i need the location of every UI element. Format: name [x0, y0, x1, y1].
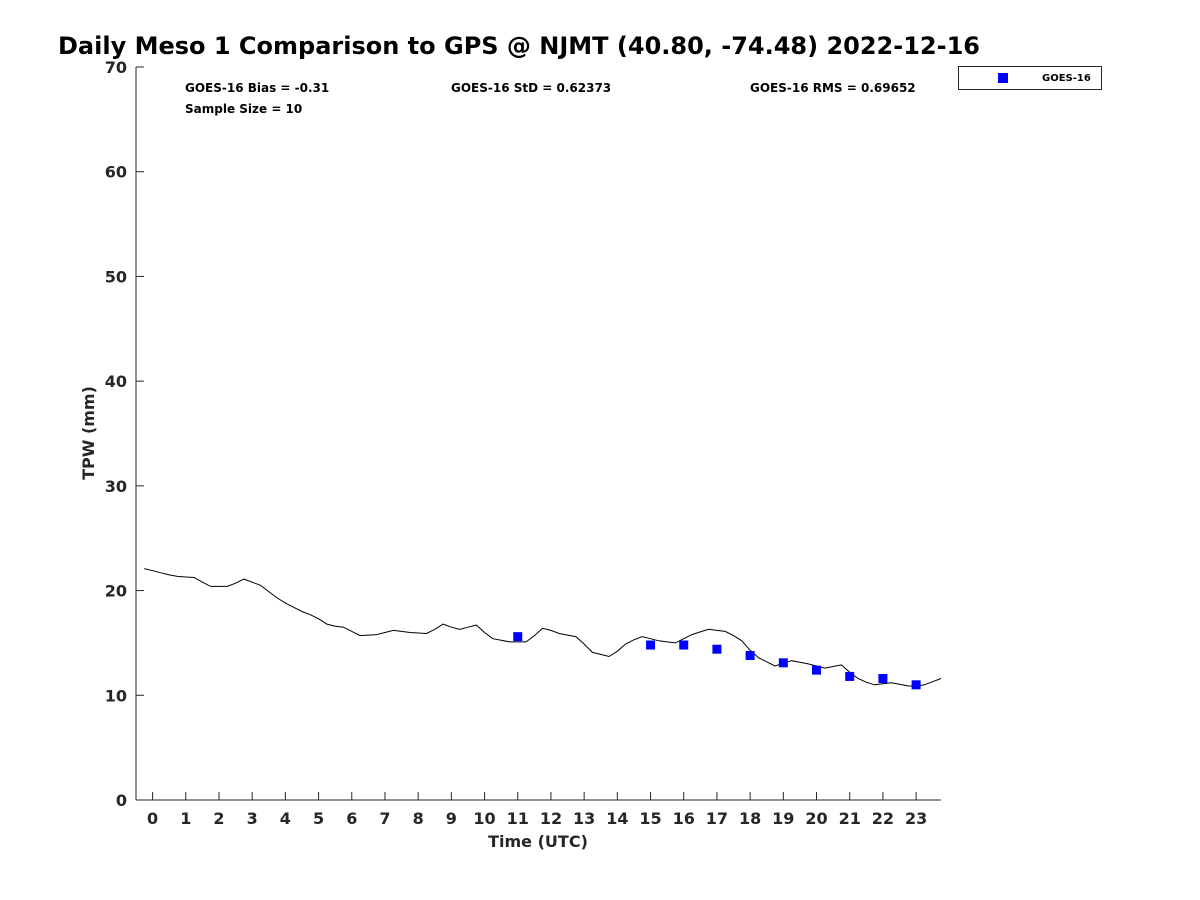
- goes-16-point: [878, 674, 888, 684]
- goes-16-point: [911, 680, 921, 690]
- x-tick-label: 16: [673, 809, 695, 828]
- y-tick-label: 40: [105, 372, 127, 391]
- stat-std: GOES-16 StD = 0.62373: [451, 81, 611, 95]
- legend: GOES-16: [958, 66, 1102, 90]
- x-tick-label: 12: [540, 809, 562, 828]
- y-tick-label: 30: [105, 477, 127, 496]
- x-tick-label: 15: [639, 809, 661, 828]
- y-tick-label: 50: [105, 267, 127, 286]
- legend-label-goes-16: GOES-16: [1042, 73, 1091, 84]
- x-tick-label: 21: [839, 809, 861, 828]
- legend-box: [958, 66, 1102, 90]
- x-tick-label: 1: [180, 809, 191, 828]
- x-axis-label: Time (UTC): [488, 832, 588, 851]
- goes-16-point: [778, 658, 788, 668]
- y-tick-label: 60: [105, 163, 127, 182]
- x-tick-label: 23: [905, 809, 927, 828]
- x-tick-label: 18: [739, 809, 761, 828]
- stat-rms: GOES-16 RMS = 0.69652: [750, 81, 916, 95]
- goes-16-series: [513, 632, 921, 690]
- goes-16-point: [812, 665, 822, 675]
- y-tick-label: 0: [116, 791, 127, 810]
- x-tick-label: 4: [280, 809, 291, 828]
- x-tick-label: 3: [247, 809, 258, 828]
- x-tick-label: 17: [706, 809, 728, 828]
- y-axis-label: TPW (mm): [79, 386, 98, 480]
- goes-16-point: [679, 640, 689, 650]
- y-tick-label: 20: [105, 582, 127, 601]
- y-tick-label: 70: [105, 58, 127, 77]
- goes-16-point: [745, 650, 755, 660]
- goes-16-point: [513, 632, 523, 642]
- stat-sample-size: Sample Size = 10: [185, 102, 302, 116]
- x-tick-label: 9: [446, 809, 457, 828]
- x-tick-label: 7: [379, 809, 390, 828]
- gps-series: [144, 568, 942, 687]
- x-tick-label: 11: [507, 809, 529, 828]
- x-tick-label: 6: [346, 809, 357, 828]
- x-tick-label: 13: [573, 809, 595, 828]
- y-tick-label: 10: [105, 686, 127, 705]
- legend-marker-goes-16: [998, 73, 1008, 83]
- goes-16-point: [646, 640, 656, 650]
- gps-line: [144, 568, 942, 687]
- x-tick-label: 8: [413, 809, 424, 828]
- x-tick-label: 2: [213, 809, 224, 828]
- x-tick-label: 20: [805, 809, 827, 828]
- x-tick-label: 0: [147, 809, 158, 828]
- goes-16-point: [845, 671, 855, 681]
- stats-annotations: GOES-16 Bias = -0.31 GOES-16 StD = 0.623…: [185, 81, 916, 116]
- chart-title: Daily Meso 1 Comparison to GPS @ NJMT (4…: [58, 32, 980, 60]
- x-tick-label: 22: [872, 809, 894, 828]
- x-tick-label: 14: [606, 809, 628, 828]
- axes: [135, 67, 941, 801]
- x-ticks: 0 1 2 3 4 5 6 7 8 9 10 11 12 13 14 15 16 17 18 19 20 21 22 23: [147, 792, 927, 828]
- stat-bias: GOES-16 Bias = -0.31: [185, 81, 329, 95]
- x-tick-label: 19: [772, 809, 794, 828]
- x-tick-label: 5: [313, 809, 324, 828]
- x-tick-label: 10: [473, 809, 495, 828]
- y-ticks: 0 10 20 30 40 50 60 70: [105, 58, 144, 810]
- goes-16-point: [712, 644, 722, 654]
